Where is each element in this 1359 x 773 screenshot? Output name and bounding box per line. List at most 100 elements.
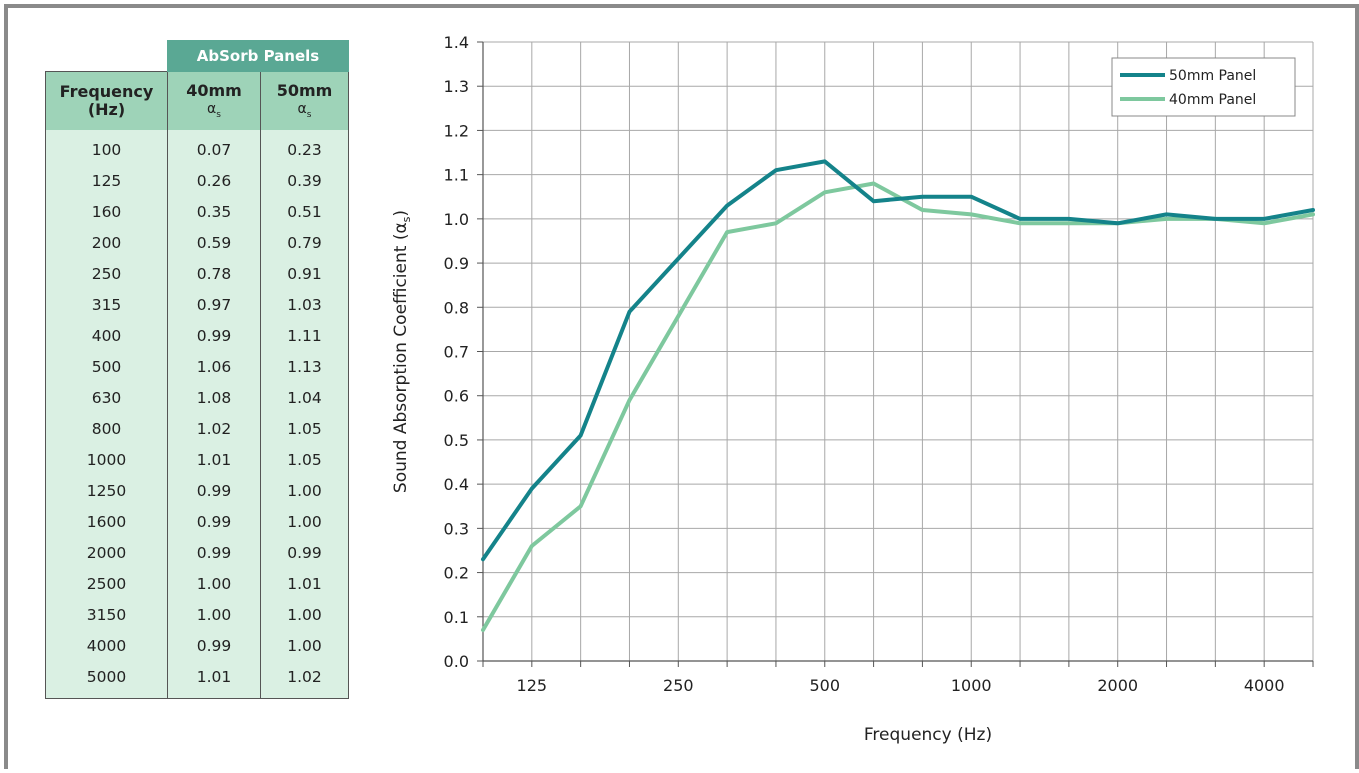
series-line-40mm-panel	[481, 181, 1315, 632]
table-row: 500 1.06 1.13	[45, 351, 349, 382]
table-cell-v40: 0.99	[167, 537, 261, 568]
table-cell-v50: 1.13	[260, 351, 349, 382]
absorption-chart: 0.0 0.1 0.2 0.3 0.4 0.5 0.6 0.7 0.8 0.9 1.0 1.1 1.2 1…	[380, 0, 1355, 773]
y-axis-title: Sound Absorption Coefficient (αs)	[391, 210, 413, 493]
table-cell-freq: 500	[45, 351, 168, 382]
table-row: 200 0.59 0.79	[45, 227, 349, 258]
table-cell-v40: 0.78	[167, 258, 261, 289]
table-cell-v50: 1.04	[260, 382, 349, 413]
y-tick-label: 0.9	[444, 254, 469, 273]
table-corner	[46, 41, 168, 72]
table-row: 1600 0.99 1.00	[45, 506, 349, 537]
table-cell-freq: 4000	[45, 630, 168, 661]
table-group-header: AbSorb Panels	[167, 40, 349, 72]
column-header-50mm: 50mm αs	[260, 71, 349, 130]
table-cell-v40: 0.99	[167, 506, 261, 537]
table-cell-v50: 1.05	[260, 413, 349, 444]
table-cell-v40: 0.26	[167, 165, 261, 196]
table-cell-freq: 1600	[45, 506, 168, 537]
table-cell-v40: 1.08	[167, 382, 261, 413]
figure-frame	[4, 4, 1359, 769]
table-row: 1250 0.99 1.00	[45, 475, 349, 506]
y-tick-label: 0.8	[444, 298, 469, 317]
table-cell-freq: 100	[45, 130, 168, 165]
legend-label: 40mm Panel	[1169, 92, 1256, 108]
table-cell-freq: 315	[45, 289, 168, 320]
table-row: 400 0.99 1.11	[45, 320, 349, 351]
table-row: 250 0.78 0.91	[45, 258, 349, 289]
table-row: 3150 1.00 1.00	[45, 599, 349, 630]
column-header-50mm-label: 50mm	[276, 81, 333, 101]
table-cell-freq: 125	[45, 165, 168, 196]
table-cell-freq: 160	[45, 196, 168, 227]
table-cell-v50: 1.00	[260, 475, 349, 506]
table-row: 125 0.26 0.39	[45, 165, 349, 196]
table-cell-v50: 1.02	[260, 661, 349, 699]
table-cell-v40: 1.01	[167, 444, 261, 475]
table-row: 100 0.07 0.23	[45, 130, 349, 165]
table-cell-v50: 1.00	[260, 630, 349, 661]
table-cell-v40: 0.35	[167, 196, 261, 227]
table-cell-v40: 1.02	[167, 413, 261, 444]
y-tick-label: 1.2	[444, 121, 469, 140]
table-cell-freq: 400	[45, 320, 168, 351]
x-tick-label: 250	[663, 676, 694, 695]
table-cell-freq: 630	[45, 382, 168, 413]
column-header-40mm: 40mm αs	[167, 71, 261, 130]
table-cell-v50: 1.00	[260, 506, 349, 537]
table-cell-v40: 1.00	[167, 568, 261, 599]
y-tick-label: 0.1	[444, 608, 469, 627]
column-header-40mm-label: 40mm	[186, 81, 242, 101]
x-tick-label: 500	[809, 676, 840, 695]
table-cell-freq: 1250	[45, 475, 168, 506]
x-tick-label: 125	[517, 676, 548, 695]
legend-box	[1111, 57, 1296, 117]
y-tick-label: 0.2	[444, 564, 469, 583]
absorption-table-container: AbSorb Panels Frequency (Hz) 40mm αs 50m…	[45, 40, 349, 699]
table-cell-v50: 0.39	[260, 165, 349, 196]
table-row: 4000 0.99 1.00	[45, 630, 349, 661]
series-line-50mm-panel	[481, 159, 1315, 562]
table-row: 800 1.02 1.05	[45, 413, 349, 444]
table-cell-v50: 1.11	[260, 320, 349, 351]
table-cell-freq: 250	[45, 258, 168, 289]
table-cell-v40: 0.59	[167, 227, 261, 258]
table-cell-v40: 1.00	[167, 599, 261, 630]
table-cell-v50: 1.03	[260, 289, 349, 320]
table-body: 100 0.07 0.23 125 0.26 0.39 160 0.35 0.51 200 0.59…	[45, 130, 349, 699]
chart-svg: 0.0 0.1 0.2 0.3 0.4 0.5 0.6 0.7 0.8 0.9 1.0 1.1 1.2 1…	[391, 33, 1315, 745]
table-cell-freq: 2500	[45, 568, 168, 599]
table-cell-freq: 2000	[45, 537, 168, 568]
table-cell-v40: 0.97	[167, 289, 261, 320]
y-tick-label: 1.1	[444, 166, 469, 185]
table-cell-v40: 0.99	[167, 630, 261, 661]
table-cell-v40: 1.01	[167, 661, 261, 699]
x-tick-label: 4000	[1244, 676, 1285, 695]
table-cell-v50: 0.79	[260, 227, 349, 258]
table-row: 5000 1.01 1.02	[45, 661, 349, 699]
table-row: 2500 1.00 1.01	[45, 568, 349, 599]
x-axis-title: Frequency (Hz)	[864, 725, 992, 745]
y-tick-label: 1.4	[444, 33, 469, 52]
y-tick-label: 0.4	[444, 475, 469, 494]
table-cell-v40: 0.99	[167, 320, 261, 351]
table-cell-v40: 0.07	[167, 130, 261, 165]
column-header-40mm-symbol: αs	[207, 100, 221, 120]
y-tick-label: 0.6	[444, 387, 469, 406]
legend-label: 50mm Panel	[1169, 68, 1256, 84]
table-cell-v50: 1.01	[260, 568, 349, 599]
y-tick-label: 1.0	[444, 210, 469, 229]
x-tick-label: 1000	[951, 676, 992, 695]
table-row: 160 0.35 0.51	[45, 196, 349, 227]
table-cell-freq: 800	[45, 413, 168, 444]
table-row: 2000 0.99 0.99	[45, 537, 349, 568]
table-cell-freq: 200	[45, 227, 168, 258]
table-cell-freq: 3150	[45, 599, 168, 630]
table-row: 1000 1.01 1.05	[45, 444, 349, 475]
absorption-table: AbSorb Panels Frequency (Hz) 40mm αs 50m…	[45, 40, 349, 699]
table-cell-v50: 0.51	[260, 196, 349, 227]
table-cell-v50: 0.23	[260, 130, 349, 165]
y-tick-label: 0.3	[444, 519, 469, 538]
table-cell-v50: 0.91	[260, 258, 349, 289]
y-tick-label: 1.3	[444, 77, 469, 96]
